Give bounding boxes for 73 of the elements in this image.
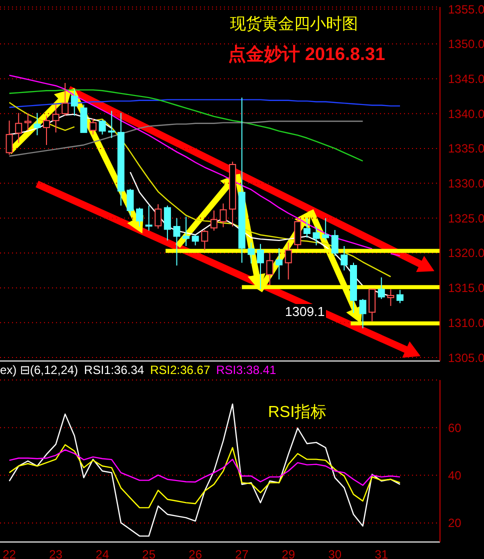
text: RSI1:36.34 bbox=[84, 363, 144, 377]
candlestick bbox=[62, 82, 69, 116]
y-tick-label: 1345.0 bbox=[448, 72, 484, 86]
candlestick bbox=[70, 88, 78, 116]
candlestick bbox=[387, 288, 394, 306]
y-tick-label: 1355.0 bbox=[448, 2, 484, 16]
x-tick-label: 26 bbox=[188, 548, 202, 559]
candlestick bbox=[276, 248, 283, 280]
y-tick-label: 1340.0 bbox=[448, 106, 484, 121]
candlestick bbox=[303, 218, 310, 238]
candlestick bbox=[145, 205, 152, 232]
candlestick bbox=[210, 210, 218, 232]
candlestick bbox=[331, 229, 338, 256]
candlestick bbox=[294, 218, 302, 250]
candlestick bbox=[256, 243, 264, 290]
x-tick-label: 23 bbox=[49, 548, 63, 559]
y-tick-label: 1350.0 bbox=[448, 37, 484, 52]
annotation: 1309.1 bbox=[284, 304, 326, 319]
candlestick bbox=[192, 234, 199, 246]
candlestick bbox=[34, 112, 41, 136]
y-tick-label: 1325.0 bbox=[448, 211, 484, 226]
candlestick bbox=[182, 216, 190, 247]
x-tick-label: 24 bbox=[96, 548, 110, 559]
text: RSI2:36.67 bbox=[150, 363, 210, 377]
candlestick bbox=[248, 242, 255, 264]
y-tick-label: 1305.0 bbox=[448, 350, 484, 365]
annotation: RSI指标 bbox=[268, 403, 327, 423]
candlestick bbox=[173, 218, 180, 266]
y-tick-label: 1315.0 bbox=[448, 281, 484, 296]
y-tick-label: 1310.0 bbox=[448, 316, 484, 330]
candlestick bbox=[266, 252, 274, 286]
candlestick bbox=[136, 207, 144, 228]
line-series bbox=[8, 444, 401, 508]
text: ex) ⊟(6,12,24) bbox=[0, 363, 78, 377]
x-tick-label: 27 bbox=[235, 548, 249, 559]
text: 现货黄金四小时图 bbox=[230, 14, 358, 35]
x-tick-label: 29 bbox=[282, 548, 296, 559]
y-tick-label: 1320.0 bbox=[448, 246, 484, 260]
y-tick-label: 60 bbox=[448, 420, 462, 435]
candlestick bbox=[126, 188, 134, 216]
candlestick bbox=[154, 204, 162, 230]
x-tick-label: 30 bbox=[328, 548, 342, 559]
x-tick-label: 22 bbox=[2, 548, 16, 559]
y-tick-label: 1330.0 bbox=[448, 176, 484, 191]
candlestick bbox=[98, 119, 106, 136]
line-series bbox=[8, 89, 364, 162]
candlestick bbox=[340, 246, 348, 271]
candlestick bbox=[43, 115, 50, 146]
candlestick bbox=[284, 242, 292, 280]
line-series bbox=[8, 120, 364, 157]
candlestick bbox=[201, 229, 208, 251]
candlestick bbox=[90, 118, 97, 136]
candlestick bbox=[322, 218, 330, 241]
text: RSI3:38.41 bbox=[216, 363, 276, 377]
candlestick bbox=[378, 276, 385, 300]
x-tick-label: 31 bbox=[374, 548, 388, 559]
candlestick bbox=[368, 288, 376, 322]
candlestick bbox=[396, 289, 404, 304]
line-series bbox=[8, 403, 401, 537]
x-tick-label: 25 bbox=[142, 548, 156, 559]
candlestick bbox=[6, 120, 13, 156]
y-tick-label: 20 bbox=[448, 516, 462, 530]
candlestick bbox=[312, 226, 320, 246]
candlestick bbox=[108, 110, 116, 139]
candlestick bbox=[52, 103, 60, 133]
candlestick bbox=[164, 205, 171, 241]
text: 点金妙计 2016.8.31 bbox=[228, 43, 386, 66]
candlestick bbox=[15, 112, 22, 144]
candlestick bbox=[220, 203, 227, 228]
candlestick bbox=[359, 298, 366, 329]
y-tick-label: 40 bbox=[448, 468, 462, 483]
y-tick-label: 1335.0 bbox=[448, 142, 484, 156]
line-series bbox=[8, 449, 401, 486]
